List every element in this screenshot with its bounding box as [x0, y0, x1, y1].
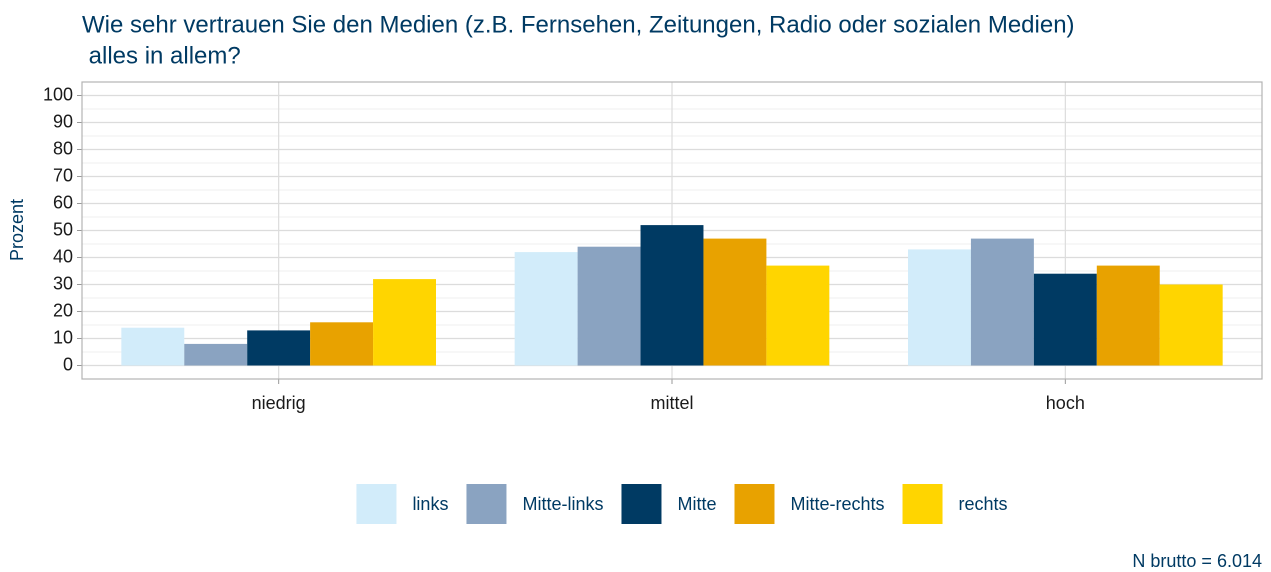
y-tick-label: 40	[53, 246, 73, 266]
y-tick-label: 100	[43, 84, 73, 104]
plot-border	[81, 81, 1263, 380]
bar	[121, 327, 185, 366]
bar	[514, 252, 578, 366]
chart-title: alles in allem?	[82, 42, 241, 69]
bar	[640, 225, 704, 366]
x-tick-label: hoch	[1046, 393, 1085, 413]
y-tick-label: 80	[53, 138, 73, 158]
chart-title: Wie sehr vertrauen Sie den Medien (z.B. …	[82, 11, 1075, 38]
bar	[970, 238, 1034, 366]
bar	[766, 265, 830, 366]
y-tick-label: 70	[53, 165, 73, 185]
y-tick-label: 90	[53, 111, 73, 131]
bar	[1096, 265, 1160, 366]
legend-label: Mitte	[677, 494, 716, 514]
legend-label: Mitte-links	[522, 494, 603, 514]
bar	[577, 246, 641, 366]
y-tick-label: 60	[53, 192, 73, 212]
x-tick-label: niedrig	[252, 393, 306, 413]
bar	[908, 249, 971, 366]
bar	[247, 330, 311, 366]
legend-key	[734, 484, 775, 524]
legend-key	[466, 484, 507, 524]
legend-key	[356, 484, 397, 524]
legend-label: rechts	[959, 494, 1008, 514]
bar	[310, 322, 374, 366]
y-axis-title: Prozent	[7, 199, 27, 261]
bar	[373, 279, 436, 366]
legend-label: links	[412, 494, 448, 514]
bar	[703, 238, 767, 366]
y-tick-label: 0	[63, 354, 73, 374]
legend-label: Mitte-rechts	[790, 494, 884, 514]
bar	[184, 343, 248, 366]
x-tick-label: mittel	[650, 393, 693, 413]
y-tick-label: 30	[53, 273, 73, 293]
bar	[1159, 284, 1223, 366]
y-tick-label: 20	[53, 300, 73, 320]
bar	[1033, 273, 1097, 366]
y-tick-label: 10	[53, 327, 73, 347]
y-tick-label: 50	[53, 219, 73, 239]
legend-key	[621, 484, 662, 524]
legend-key	[902, 484, 943, 524]
caption: N brutto = 6.014	[1132, 551, 1262, 571]
